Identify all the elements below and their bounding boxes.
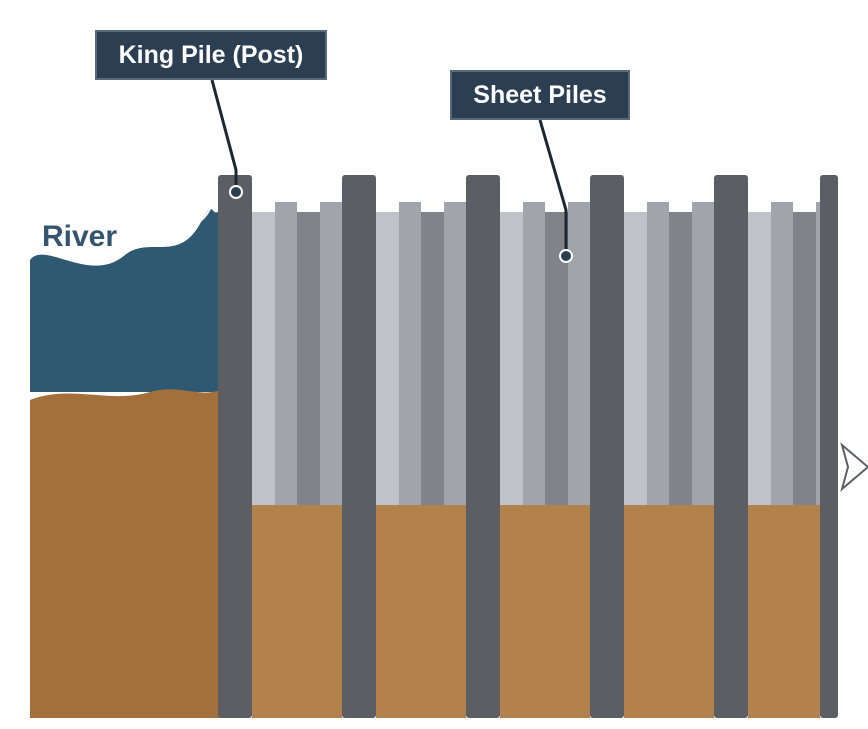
callout-dot xyxy=(230,186,242,198)
king-pile xyxy=(590,175,624,718)
sheet-pile xyxy=(771,202,793,505)
king-pile xyxy=(218,175,252,718)
king-pile xyxy=(466,175,500,718)
sheet-pile xyxy=(297,212,320,505)
sheet-pile xyxy=(523,202,545,505)
sheet-pile xyxy=(624,212,647,505)
king-pile-label: King Pile (Post) xyxy=(95,30,327,80)
sheet-pile xyxy=(252,212,275,505)
sheet-pile xyxy=(421,212,444,505)
diagram-stage: River King Pile (Post) Sheet Piles xyxy=(0,0,868,729)
king-pile xyxy=(342,175,376,718)
soil-front xyxy=(500,505,590,718)
sheet-pile xyxy=(669,212,692,505)
callout-dot xyxy=(560,250,572,262)
sheet-pile xyxy=(748,212,771,505)
sheet-pile xyxy=(568,202,590,505)
sheet-pile xyxy=(692,202,714,505)
sheet-pile xyxy=(320,202,342,505)
diagram-svg xyxy=(0,0,868,729)
king-pile xyxy=(714,175,748,718)
sheet-pile xyxy=(399,202,421,505)
king-pile xyxy=(820,175,838,718)
sheet-pile xyxy=(647,202,669,505)
sheet-pile xyxy=(275,202,297,505)
sheet-pile xyxy=(816,202,820,505)
soil-front xyxy=(748,505,820,718)
sheet-pile xyxy=(500,212,523,505)
sheet-piles-label: Sheet Piles xyxy=(450,70,630,120)
soil-left xyxy=(30,389,220,718)
sheet-pile xyxy=(376,212,399,505)
river-label: River xyxy=(42,220,117,254)
soil-front xyxy=(624,505,714,718)
sheet-pile xyxy=(444,202,466,505)
soil-front xyxy=(376,505,466,718)
section-break-icon xyxy=(842,445,868,489)
sheet-pile xyxy=(793,212,816,505)
soil-front xyxy=(252,505,342,718)
